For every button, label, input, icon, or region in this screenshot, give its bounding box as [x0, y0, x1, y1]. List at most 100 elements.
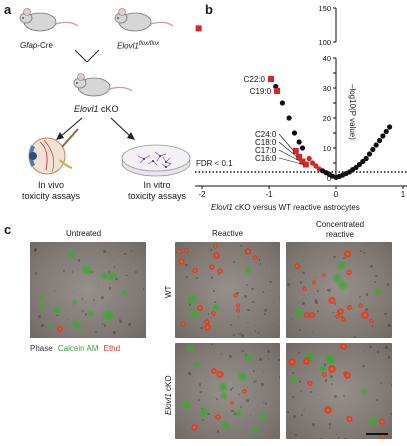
dead-cell [229, 400, 235, 406]
phase-speck [213, 396, 216, 398]
dead-cell [216, 370, 224, 379]
x-tick-label: -2 [198, 190, 206, 199]
phase-speck [252, 369, 255, 372]
live-cell [81, 263, 92, 275]
phase-speck [291, 318, 293, 321]
phase-speck [375, 274, 378, 278]
live-cell [99, 271, 109, 280]
labeled-data-point [292, 148, 299, 154]
dead-cell [235, 303, 241, 308]
phase-speck [265, 403, 267, 405]
phase-speck [384, 312, 387, 316]
phase-speck [184, 263, 188, 267]
phase-speck [330, 375, 333, 378]
phase-speck [239, 406, 242, 409]
data-point [299, 145, 306, 151]
phase-speck [37, 315, 41, 319]
live-cell [293, 306, 305, 318]
data-point [380, 133, 386, 139]
live-cell [217, 381, 230, 394]
phase-speck [72, 304, 74, 306]
phase-speck [270, 289, 272, 292]
phase-speck [309, 391, 313, 394]
live-cell [186, 293, 198, 305]
phase-speck [331, 383, 334, 385]
phase-speck [238, 393, 240, 396]
mouse-gfap-cre-icon [19, 8, 79, 32]
live-cell [186, 344, 196, 354]
phase-speck [328, 423, 332, 426]
phase-speck [360, 250, 363, 253]
labeled-data-point [268, 76, 275, 82]
phase-speck [358, 296, 361, 299]
phase-speck [240, 244, 242, 246]
mouse-elovl1-cko-icon [73, 73, 133, 97]
phase-speck [113, 259, 115, 261]
panel-c-letter: c [4, 222, 12, 237]
dead-cell [302, 357, 311, 365]
phase-speck [265, 268, 268, 270]
live-cell [372, 286, 383, 297]
live-cell [244, 266, 252, 275]
phase-speck [246, 399, 249, 402]
data-point [370, 146, 376, 153]
point-label: C17:0 [255, 146, 277, 155]
dead-cell [242, 389, 247, 394]
phase-speck [237, 315, 240, 318]
phase-speck [261, 383, 264, 386]
y-tick-label: 20 [323, 114, 331, 123]
phase-speck [231, 409, 234, 413]
data-point [273, 83, 279, 90]
phase-speck [390, 412, 392, 416]
phase-speck [84, 313, 88, 316]
volcano-plot: -2-101010203040100150C20:0C22:0C19:0C24:… [195, 4, 407, 199]
phase-speck [118, 317, 121, 320]
live-cell [336, 279, 349, 291]
live-cell [38, 302, 45, 310]
live-cell [53, 305, 63, 316]
point-label: C19:0 [250, 87, 272, 96]
labeled-data-point [274, 88, 281, 94]
in-vitro-assays-label: In vitro toxicity assays [127, 180, 187, 201]
phase-speck [362, 251, 365, 254]
phase-speck [342, 394, 345, 397]
micrograph-cko-concentrated-reactive [286, 343, 392, 439]
point-label: C24:0 [255, 130, 277, 139]
dead-cell [208, 263, 215, 270]
phase-speck [298, 352, 300, 355]
data-point [376, 137, 383, 144]
phase-speck [100, 296, 104, 299]
legend-ethd: Ethd [103, 344, 121, 353]
panel-b-letter: b [205, 2, 213, 17]
live-cell [87, 309, 95, 318]
labeled-data-point [296, 154, 303, 160]
dead-cell [57, 326, 64, 332]
data-point [387, 124, 393, 130]
phase-speck [103, 250, 106, 253]
live-cell [234, 409, 243, 418]
phase-speck [231, 386, 234, 389]
phase-speck [34, 247, 38, 251]
phase-speck [319, 438, 323, 439]
phase-speck [82, 309, 85, 313]
phase-speck [386, 283, 390, 286]
dead-cell [184, 248, 190, 254]
phase-speck [242, 350, 244, 352]
phase-speck [103, 324, 107, 327]
phase-speck [269, 280, 272, 284]
dead-cell [343, 250, 352, 258]
phase-speck [246, 322, 248, 324]
phase-speck [198, 399, 201, 402]
arrows [56, 117, 135, 140]
fdr-label: FDR < 0.1 [196, 159, 233, 168]
live-cell [105, 270, 118, 283]
dead-cell [328, 365, 336, 373]
phase-speck [287, 411, 289, 413]
phase-speck [343, 257, 346, 259]
phase-speck [200, 327, 203, 330]
phase-speck [332, 311, 334, 314]
phase-speck [199, 390, 202, 394]
live-cell [303, 351, 316, 364]
dead-cell [346, 269, 353, 276]
live-cell [103, 310, 115, 322]
